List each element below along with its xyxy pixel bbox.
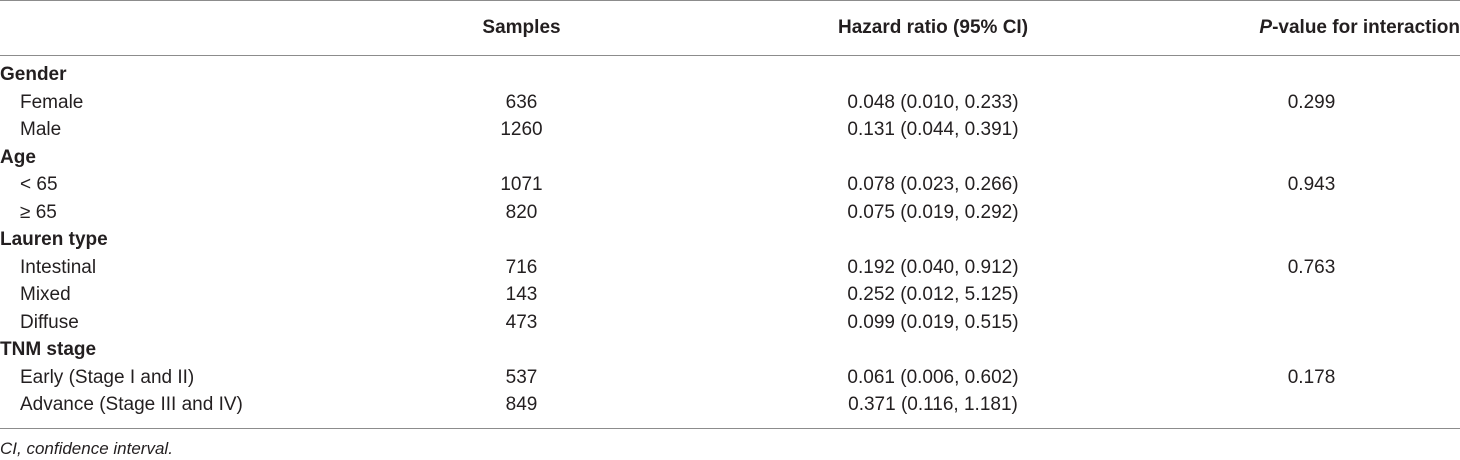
row-hazard-ratio: 0.099 (0.019, 0.515): [847, 311, 1019, 333]
table-row: Advance (Stage III and IV) 849 0.371 (0.…: [0, 391, 1460, 419]
row-samples: 1260: [500, 119, 543, 140]
header-hazard-ratio: Hazard ratio (95% CI): [837, 16, 1029, 38]
table-row: Intestinal 716 0.192 (0.040, 0.912) 0.76…: [0, 254, 1460, 282]
header-row: Samples Hazard ratio (95% CI) P-value fo…: [0, 0, 1460, 55]
row-label: Early (Stage I and II): [20, 366, 195, 388]
header-p-value: P-value for interaction: [1163, 0, 1460, 55]
group-row-age: Age: [0, 144, 1460, 172]
table-row: Mixed 143 0.252 (0.012, 5.125): [0, 281, 1460, 309]
top-rule: [0, 0, 1460, 1]
table-row: Female 636 0.048 (0.010, 0.233) 0.299: [0, 89, 1460, 117]
group-row-lauren-type: Lauren type: [0, 226, 1460, 254]
group-label: Lauren type: [0, 229, 108, 250]
row-p-value: 0.763: [1287, 256, 1336, 278]
row-label: Intestinal: [20, 256, 97, 278]
row-p-value: [1163, 199, 1460, 227]
row-p-value: [1163, 391, 1460, 419]
row-p-value: 0.178: [1287, 366, 1336, 388]
row-hazard-ratio: 0.075 (0.019, 0.292): [847, 201, 1019, 223]
group-row-gender: Gender: [0, 55, 1460, 89]
row-hazard-ratio: 0.048 (0.010, 0.233): [847, 91, 1019, 113]
row-label: ≥ 65: [20, 201, 57, 223]
bottom-rule: [0, 428, 1460, 429]
row-samples: 143: [505, 284, 538, 305]
group-label: Gender: [0, 64, 67, 85]
row-hazard-ratio: 0.192 (0.040, 0.912): [847, 256, 1019, 278]
row-p-value: 0.299: [1287, 91, 1336, 113]
table-row: Diffuse 473 0.099 (0.019, 0.515): [0, 309, 1460, 337]
group-label: TNM stage: [0, 339, 97, 360]
header-samples: Samples: [482, 16, 561, 38]
row-samples: 636: [505, 91, 538, 113]
row-p-value: [1163, 309, 1460, 337]
row-samples: 820: [505, 201, 538, 223]
row-label: Mixed: [20, 284, 71, 305]
row-label: Female: [20, 91, 84, 113]
table-footnote: CI, confidence interval.: [0, 439, 173, 458]
subgroup-analysis-table: Samples Hazard ratio (95% CI) P-value fo…: [0, 0, 1460, 419]
row-samples: 716: [505, 256, 538, 278]
row-p-value: 0.943: [1287, 174, 1336, 195]
row-label: Advance (Stage III and IV): [20, 394, 243, 415]
group-row-tnm-stage: TNM stage: [0, 336, 1460, 364]
row-label: < 65: [20, 174, 58, 195]
table-row: ≥ 65 820 0.075 (0.019, 0.292): [0, 199, 1460, 227]
row-samples: 537: [505, 366, 538, 388]
table-row: Early (Stage I and II) 537 0.061 (0.006,…: [0, 364, 1460, 392]
table-row: Male 1260 0.131 (0.044, 0.391): [0, 116, 1460, 144]
row-p-value: [1163, 116, 1460, 144]
table-row: < 65 1071 0.078 (0.023, 0.266) 0.943: [0, 171, 1460, 199]
row-hazard-ratio: 0.131 (0.044, 0.391): [847, 119, 1019, 140]
header-p-rest: -value for interaction: [1272, 16, 1460, 38]
row-p-value: [1163, 281, 1460, 309]
row-hazard-ratio: 0.078 (0.023, 0.266): [847, 174, 1019, 195]
row-samples: 1071: [500, 174, 543, 195]
row-samples: 849: [505, 394, 538, 415]
row-label: Male: [20, 119, 62, 140]
row-hazard-ratio: 0.252 (0.012, 5.125): [847, 284, 1019, 305]
header-p-italic: P: [1259, 16, 1273, 38]
group-label: Age: [0, 146, 36, 168]
header-label: [0, 0, 340, 55]
row-hazard-ratio: 0.061 (0.006, 0.602): [847, 366, 1019, 388]
row-hazard-ratio: 0.371 (0.116, 1.181): [848, 394, 1018, 415]
row-label: Diffuse: [20, 311, 79, 333]
row-samples: 473: [505, 311, 538, 333]
header-rule: [0, 55, 1460, 56]
